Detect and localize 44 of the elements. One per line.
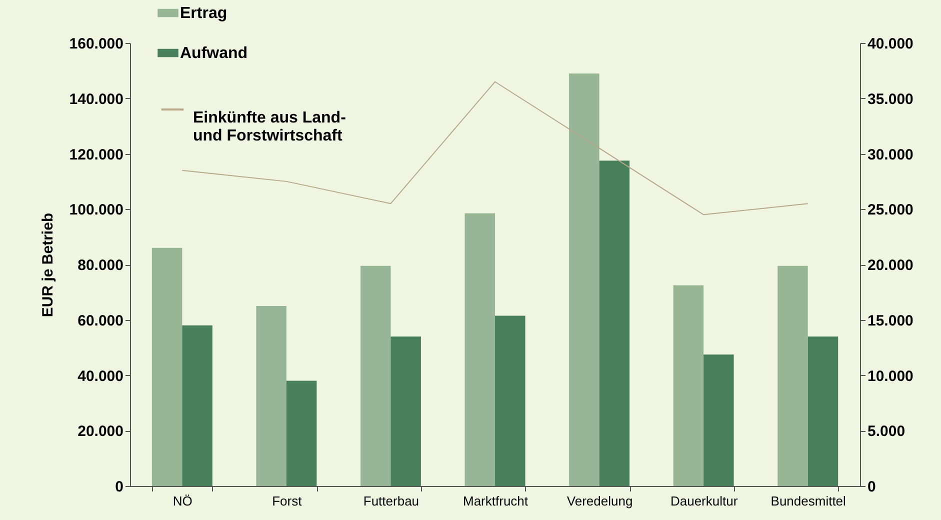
y-tick-label: 0 — [115, 478, 124, 496]
y2-tick-label: 25.000 — [868, 202, 914, 219]
y-axis-title: EUR je Betrieb — [39, 212, 56, 318]
bar — [182, 325, 212, 486]
x-tick-label: Forst — [272, 494, 302, 508]
bar — [360, 266, 391, 486]
bar — [673, 285, 704, 486]
bar — [808, 336, 838, 486]
legend-label: Einkünfte aus Land- und Forstwirtschaft — [193, 110, 346, 144]
bar — [152, 248, 182, 486]
bar — [495, 316, 526, 486]
y-tick-label: 140.000 — [69, 90, 124, 108]
y2-tick-label: 5.000 — [868, 423, 906, 440]
bar — [778, 266, 808, 486]
y-tick-label: 80.000 — [78, 257, 124, 274]
legend-label: Aufwand — [180, 45, 248, 62]
y-tick-label: 100.000 — [69, 202, 124, 219]
bar — [704, 354, 734, 486]
x-tick-label: Bundesmittel — [770, 494, 846, 508]
bar — [256, 306, 286, 486]
bar — [464, 213, 495, 486]
x-tick-label: Marktfrucht — [462, 494, 528, 508]
y-tick-label: 20.000 — [78, 423, 124, 440]
bar — [286, 380, 317, 486]
y2-tick-label: 30.000 — [868, 146, 914, 164]
bar — [569, 73, 600, 486]
y-tick-label: 40.000 — [78, 368, 124, 385]
legend-label: Ertrag — [180, 5, 228, 22]
y-tick-label: 60.000 — [78, 312, 124, 330]
y2-tick-label: 20.000 — [868, 257, 914, 274]
y-tick-label: 120.000 — [69, 146, 124, 164]
x-tick-label: Dauerkultur — [670, 494, 738, 508]
x-tick-label: Veredelung — [566, 494, 633, 508]
x-tick-label: NÖ — [172, 494, 192, 508]
y2-tick-label: 15.000 — [868, 312, 914, 330]
bar — [599, 160, 630, 486]
bar — [390, 336, 421, 486]
y2-tick-label: 40.000 — [868, 36, 914, 52]
y2-tick-label: 35.000 — [868, 90, 914, 108]
y-tick-label: 160.000 — [69, 36, 124, 52]
x-tick-label: Futterbau — [363, 494, 420, 508]
line-series — [182, 81, 808, 216]
y2-tick-label: 0 — [868, 478, 876, 496]
y2-tick-label: 10.000 — [868, 368, 914, 385]
